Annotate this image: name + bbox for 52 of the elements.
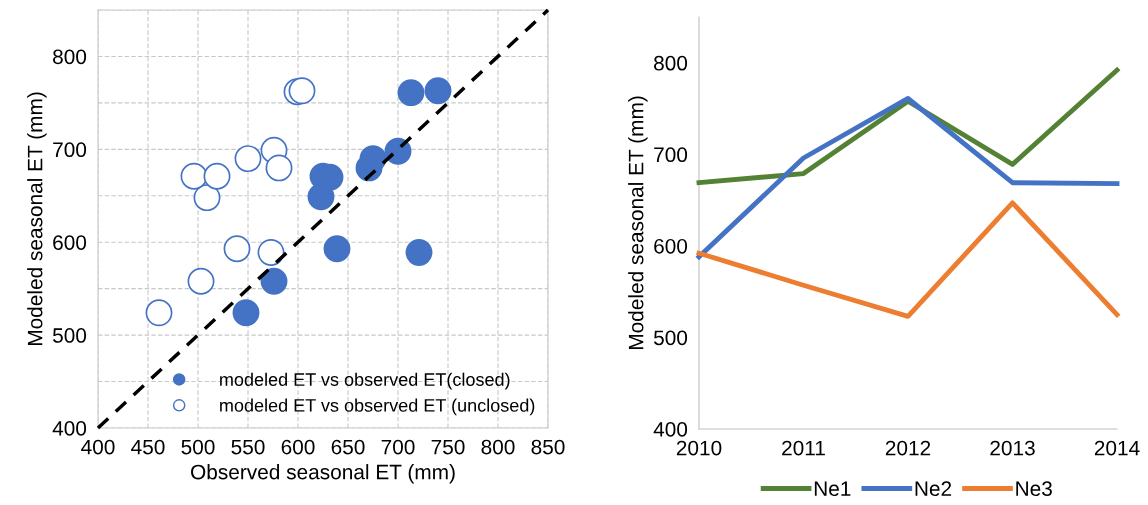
- x-tick-label: 2014: [1094, 440, 1140, 456]
- y-tick-label: 400: [653, 422, 688, 437]
- y-tick-label: 400: [52, 421, 87, 436]
- line-series: [696, 67, 1120, 186]
- y-tick-label: 800: [53, 49, 87, 65]
- x-tick-label: 2013: [990, 440, 1035, 456]
- x-axis-title: Observed seasonal ET (mm): [191, 464, 455, 484]
- point: [180, 162, 208, 190]
- y-tick-label: 600: [654, 238, 688, 254]
- x-tick-label: 400: [81, 439, 115, 455]
- point: [203, 162, 231, 190]
- point: [232, 299, 260, 327]
- legend-label: modeled ET vs observed ET (unclosed): [220, 398, 535, 416]
- point: [323, 235, 351, 263]
- y-tick-label: 700: [654, 147, 688, 163]
- point: [257, 238, 285, 266]
- line-series: [696, 96, 1120, 260]
- legend-label: Ne3: [1016, 481, 1052, 497]
- y-tick-label: 500: [653, 330, 688, 346]
- line-series: [696, 200, 1120, 319]
- point: [145, 299, 173, 327]
- y-tick-label: 500: [52, 328, 87, 343]
- x-tick-label: 650: [331, 439, 365, 455]
- point: [397, 79, 425, 107]
- legend-label: Ne2: [915, 481, 952, 497]
- x-tick-label: 2010: [676, 440, 722, 456]
- point: [424, 77, 452, 105]
- x-tick-label: 750: [431, 439, 465, 455]
- x-tick-label: 2012: [885, 440, 931, 456]
- point: [265, 154, 293, 182]
- y-axis-title: Modeled seasonal ET (mm): [628, 96, 648, 350]
- point: [288, 77, 316, 105]
- legend-label: Ne1: [814, 481, 851, 497]
- x-tick-label: 500: [181, 439, 215, 455]
- legend-label: modeled ET vs observed ET(closed): [220, 372, 510, 390]
- point: [193, 184, 221, 212]
- y-tick-label: 600: [53, 235, 87, 250]
- x-tick-label: 550: [231, 439, 265, 455]
- x-tick-label: 700: [381, 439, 415, 455]
- point: [223, 235, 251, 263]
- y-tick-label: 700: [53, 142, 87, 158]
- point: [234, 145, 262, 173]
- point: [405, 238, 433, 266]
- x-tick-label: 800: [481, 439, 515, 455]
- y-axis-title: Modeled seasonal ET (mm): [27, 92, 47, 346]
- point: [187, 267, 215, 295]
- x-tick-label: 450: [131, 439, 165, 455]
- x-tick-label: 850: [531, 439, 565, 455]
- x-tick-label: 600: [281, 439, 315, 455]
- x-tick-label: 2011: [782, 440, 825, 456]
- y-tick-label: 800: [654, 55, 688, 71]
- point: [260, 267, 288, 295]
